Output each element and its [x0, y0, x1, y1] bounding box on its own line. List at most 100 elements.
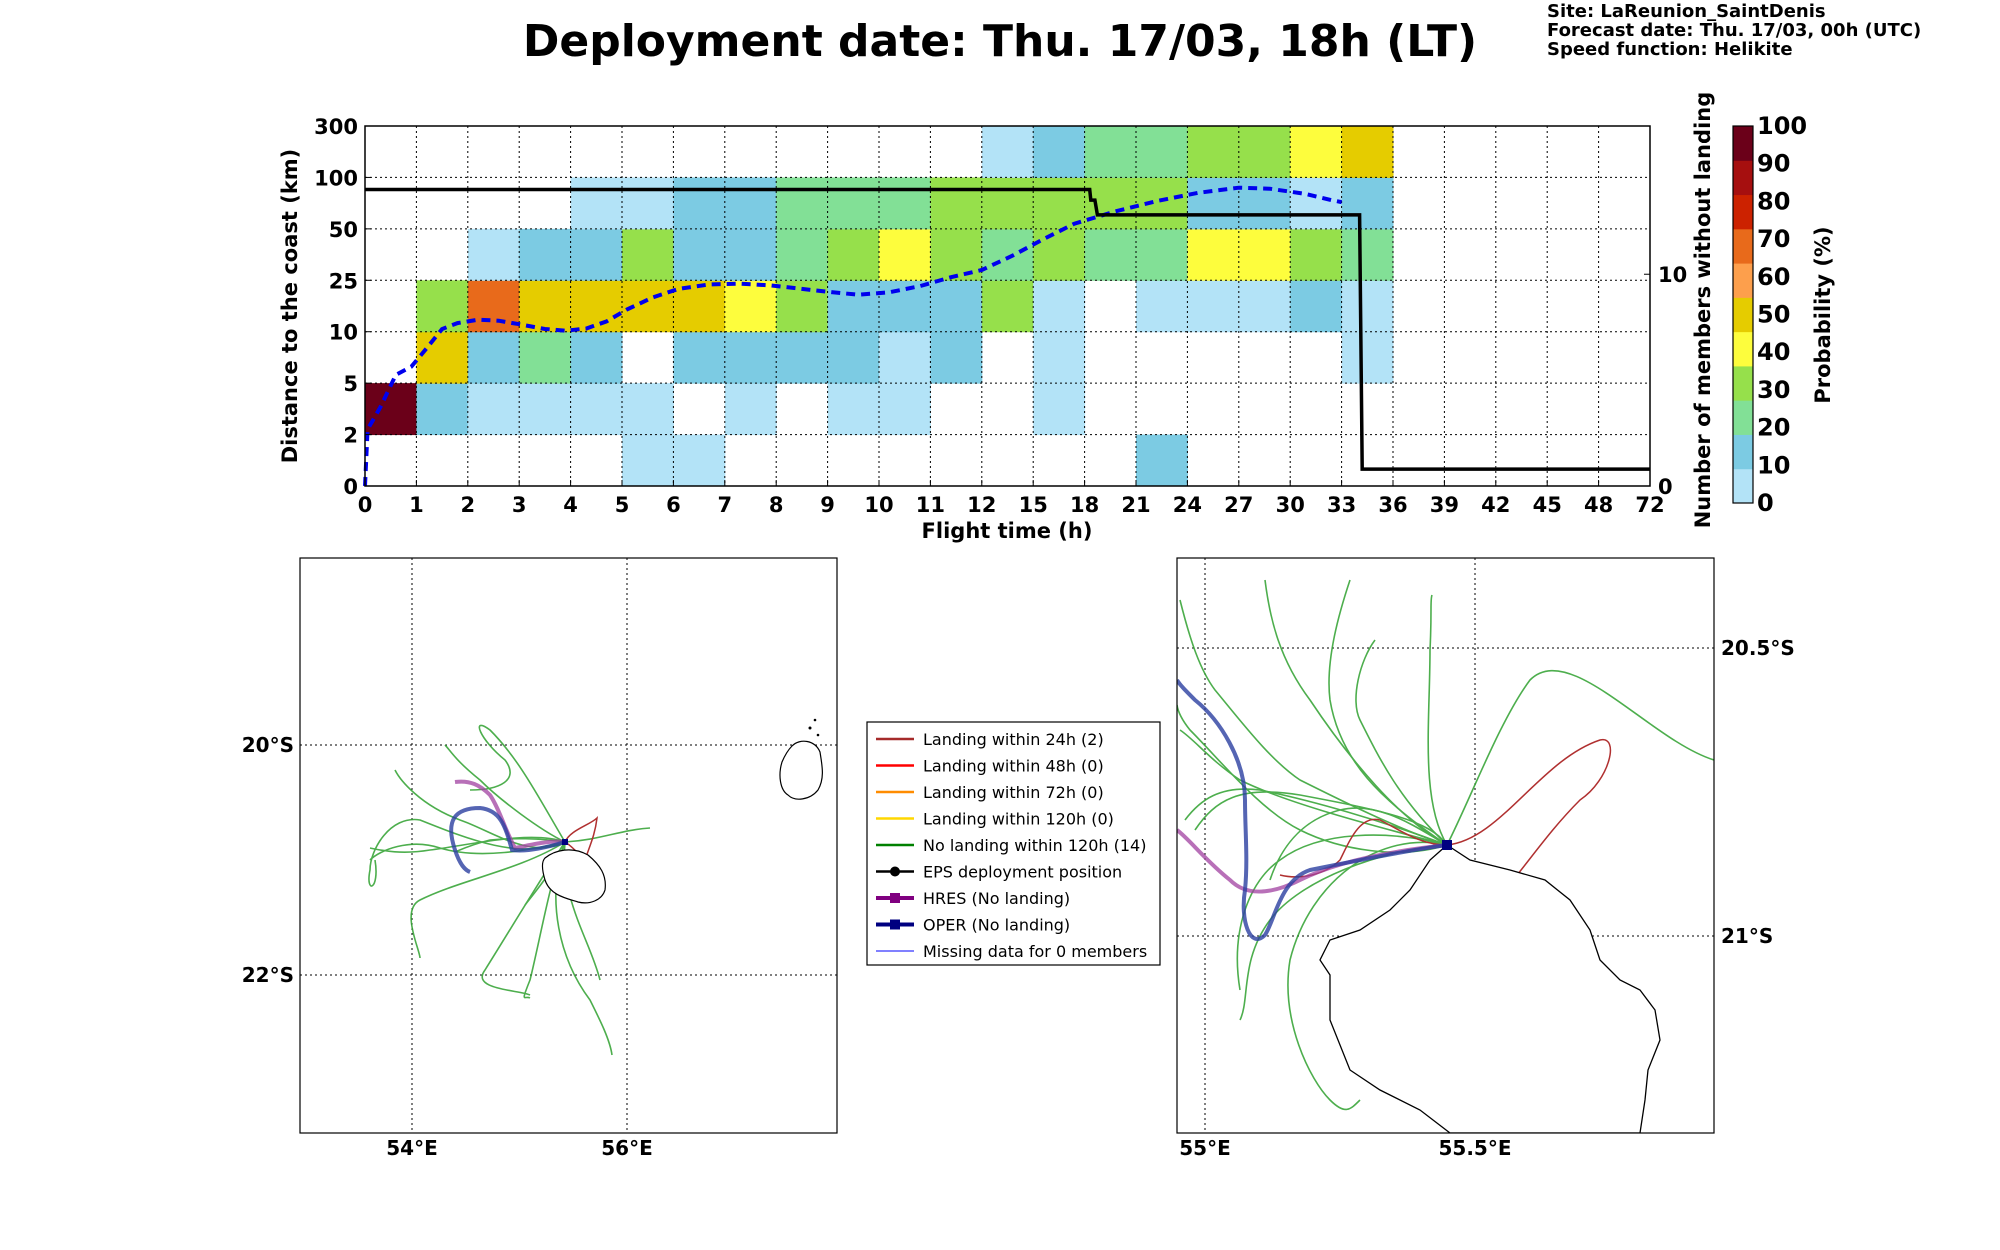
legend-label: Landing within 72h (0) [923, 783, 1104, 802]
heatmap-cell [1290, 177, 1343, 230]
colorbar-block [1733, 434, 1753, 470]
legend-label: Landing within 48h (0) [923, 757, 1104, 776]
x-tick-label: 39 [1430, 493, 1459, 517]
heatmap-cell [1341, 280, 1394, 333]
site-info: Site: LaReunion_SaintDenis [1547, 1, 1826, 22]
heatmap-cell [930, 228, 983, 281]
heatmap-cell [1084, 228, 1137, 281]
heatmap-cell [570, 228, 623, 281]
heatmap-cell [1136, 126, 1188, 178]
heatmap-cell [1341, 126, 1394, 178]
heatmap-cell [724, 228, 777, 281]
x-tick-label: 5 [615, 493, 630, 517]
x-tick-label: 4 [563, 493, 578, 517]
zoomed-trajectory-map: 55°E 55.5°E 20.5°S 21°S [1176, 557, 1795, 1160]
heatmap-cell [467, 383, 520, 436]
map-left-landing-24h-trajectory [564, 815, 598, 862]
colorbar-block [1733, 228, 1753, 264]
heatmap-cell [776, 331, 829, 384]
heatmap-cell [1136, 280, 1188, 333]
probability-colorbar: 0 10 20 30 40 50 60 70 80 90 100 Probability (%) [1732, 112, 1835, 517]
x-tick-label: 27 [1224, 493, 1253, 517]
heatmap-cell [673, 434, 726, 487]
colorbar-block [1733, 297, 1753, 333]
colorbar-blocks [1733, 126, 1753, 504]
x-tick-label: 15 [1019, 493, 1048, 517]
heatmap-cell [519, 383, 572, 436]
y-tick-label: 5 [343, 372, 358, 396]
members-without-landing-line [365, 187, 1650, 471]
map-left-oper-trajectory [449, 805, 566, 874]
map-left-islet-3 [816, 733, 820, 737]
y-tick-label: 100 [314, 166, 358, 190]
heatmap-cell [570, 280, 623, 333]
x-tick-label: 36 [1378, 493, 1407, 517]
colorbar-tick-label: 90 [1757, 150, 1790, 178]
legend-label: No landing within 120h (14) [923, 836, 1146, 855]
heatmap-cell [827, 228, 880, 281]
heatmap-cell [879, 177, 931, 230]
y-tick-label: 10 [329, 321, 358, 345]
colorbar-block [1733, 194, 1753, 230]
map-right-landing-24h-trajectory-2 [1446, 739, 1612, 891]
heatmap-cell [570, 177, 623, 230]
heatmap-frame [364, 125, 1651, 487]
heatmap-cell [724, 280, 777, 333]
heatmap-cell [467, 280, 520, 333]
heatmap-cell [416, 383, 469, 436]
map-left-no-landing-trajectories [368, 724, 651, 1056]
heatmap-lines [363, 185, 1650, 487]
heatmap-cell [879, 331, 931, 384]
heatmap-cell [1238, 177, 1291, 230]
x-tick-label: 1 [409, 493, 424, 517]
map-left-frame [299, 557, 838, 1134]
heatmap-cell [827, 331, 880, 384]
x-tick-label: 0 [358, 493, 373, 517]
heatmap-cell [879, 383, 931, 436]
heatmap-cell [1238, 126, 1291, 178]
forecast-info: Forecast date: Thu. 17/03, 00h (UTC) [1547, 20, 1922, 41]
heatmap-cell [467, 228, 520, 281]
x-tick-label: 48 [1584, 493, 1613, 517]
heatmap-cell [365, 383, 417, 436]
x-tick-label: 72 [1635, 493, 1664, 517]
heatmap-cell [673, 280, 726, 333]
heatmap-cell [1033, 228, 1086, 281]
x-tick-label: 30 [1276, 493, 1305, 517]
heatmap-cell [1187, 126, 1240, 178]
heatmap-cell [930, 177, 983, 230]
map-right-no-landing-trajectories [1177, 579, 1714, 1111]
heatmap-cell [724, 383, 777, 436]
heatmap-cell [467, 331, 520, 384]
legend-label: Landing within 24h (2) [923, 730, 1104, 749]
heatmap-cell [724, 331, 777, 384]
heatmap-cell [622, 434, 674, 487]
heatmap-cell [930, 331, 983, 384]
y-axis-label: Distance to the coast (km) [278, 149, 302, 464]
heatmap-cell [1341, 228, 1394, 281]
y2-tick-label: 10 [1658, 263, 1687, 287]
map-left-x-tick-56e: 56°E [601, 1136, 653, 1160]
map-right-hres-trajectory [1177, 828, 1448, 894]
heatmap-cell [1033, 126, 1086, 178]
heatmap-cell [1290, 280, 1343, 333]
heatmap-cell [1187, 280, 1240, 333]
map-right-deployment-marker [1442, 840, 1452, 850]
heatmap-cell [673, 228, 726, 281]
map-right-y-tick-20-5s: 20.5°S [1721, 636, 1795, 660]
heatmap-cell [673, 177, 726, 230]
heatmap-cell [1136, 434, 1188, 487]
legend-label: Landing within 120h (0) [923, 810, 1114, 829]
colorbar-tick-label: 10 [1757, 451, 1790, 479]
y2-axis-label: Number of members without landing [1691, 92, 1715, 529]
map-left-y-tick-22s: 22°S [242, 963, 294, 987]
legend-label: EPS deployment position [923, 863, 1122, 882]
y-tick-label: 50 [329, 218, 358, 242]
heatmap-cell [1084, 126, 1137, 178]
heatmap-cell [1238, 228, 1291, 281]
x-tick-label: 9 [820, 493, 835, 517]
y2-tick-label: 0 [1658, 475, 1673, 499]
heatmap-cell [827, 280, 880, 333]
heatmap-cell [1033, 280, 1086, 333]
